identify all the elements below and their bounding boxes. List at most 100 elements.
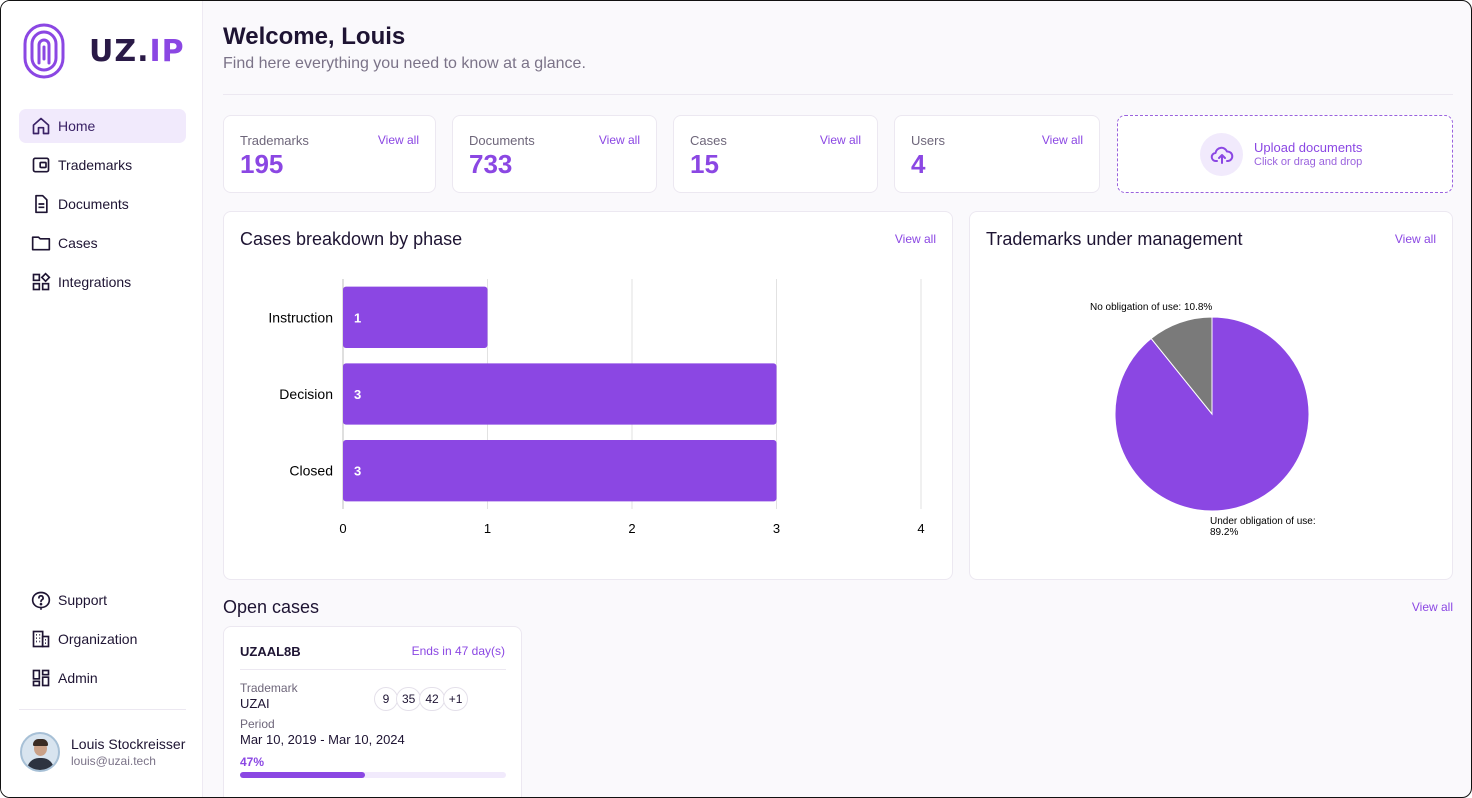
case-divider [240,669,506,670]
progress-bar-fill [240,772,366,778]
cases-bar-chart: 0 1 2 3 4 Instruction 1 Decision 3 Closed 3 [268,279,925,536]
fingerprint-logo-icon [23,23,65,79]
sidebar-divider [19,709,186,710]
class-chip: 9 [374,687,398,711]
trademarks-chart-card: Trademarks under management View all Und… [969,211,1453,580]
data-label: 3 [354,464,361,479]
upload-icon-circle [1200,133,1243,176]
case-deadline: Ends in 47 day(s) [411,644,505,658]
slice-label: Under obligation of use: [1210,516,1316,527]
trademark-icon [32,157,50,173]
user-email: louis@uzai.tech [71,754,156,768]
view-all-link[interactable]: View all [598,133,640,147]
trademark-label: Trademark [240,681,298,695]
nav-item-organization[interactable]: Organization [19,622,186,656]
upload-subtitle: Click or drag and drop [1254,156,1363,168]
category-label: Decision [279,386,333,402]
chart-title: Cases breakdown by phase [240,229,463,249]
x-tick-label: 1 [484,521,491,536]
nav-item-trademarks[interactable]: Trademarks [19,148,186,182]
progress-percent: 47% [240,755,265,769]
open-cases-title: Open cases [223,597,320,617]
integrations-icon [32,272,51,291]
nav-item-cases[interactable]: Cases [19,226,186,260]
view-all-link[interactable]: View all [894,232,936,246]
logo[interactable]: UZ.IP [23,23,185,79]
stat-label: Trademarks [240,133,309,148]
upload-title: Upload documents [1254,140,1363,155]
category-label: Instruction [268,309,333,325]
nav-item-support[interactable]: Support [19,583,186,617]
nav-item-label: Admin [58,670,98,686]
admin-icon [32,669,50,687]
slice-value-label: 89.2% [1210,527,1238,538]
class-chip: +1 [442,687,469,711]
stat-label: Cases [690,133,727,148]
cloud-upload-icon [1210,146,1233,164]
stat-label: Documents [469,133,535,148]
stat-value: 195 [240,149,284,179]
slice-label: No obligation of use: 10.8% [1090,302,1212,313]
building-icon [32,630,50,648]
sidebar: UZ.IP Home Trademarks Documents Cases In… [1,1,203,797]
chart-title: Trademarks under management [986,229,1243,249]
view-all-link[interactable]: View all [377,133,419,147]
brand-name: UZ.IP [89,33,185,69]
folder-icon [31,236,51,251]
stat-value: 15 [690,149,719,179]
help-icon [31,591,51,610]
header-divider [223,94,1453,95]
period-label: Period [240,717,275,731]
open-cases-view-all[interactable]: View all [1411,600,1453,614]
trademarks-pie-chart: Under obligation of use:89.2% No obligati… [1090,302,1316,538]
user-name: Louis Stockreisser [71,736,186,752]
category-label: Closed [289,463,333,479]
document-icon [35,194,48,214]
x-tick-label: 3 [773,521,780,536]
stat-card-users: Users 4 View all [894,115,1100,193]
bar[interactable] [343,363,777,425]
avatar [20,732,60,772]
nav-item-integrations[interactable]: Integrations [19,265,186,299]
data-label: 1 [354,310,361,325]
view-all-link[interactable]: View all [1394,232,1436,246]
view-all-link[interactable]: View all [819,133,861,147]
trademark-value: UZAI [240,696,270,711]
class-chip: 35 [396,687,422,711]
nav-item-label: Documents [58,196,129,212]
nav-item-label: Home [58,118,96,134]
stat-card-trademarks: Trademarks 195 View all [223,115,436,193]
stat-value: 4 [911,149,926,179]
class-chips: 9 35 42 +1 [374,687,469,711]
nav-item-home[interactable]: Home [19,109,186,143]
pie-slice[interactable] [1150,316,1213,416]
stat-value: 733 [469,149,513,179]
page-subtitle: Find here everything you need to know at… [223,55,586,72]
nav-item-label: Organization [58,631,138,647]
nav-item-documents[interactable]: Documents [19,187,186,221]
nav-item-label: Support [58,592,108,608]
stat-card-cases: Cases 15 View all [673,115,878,193]
case-card[interactable]: UZAAL8B Ends in 47 day(s) Trademark UZAI… [223,626,522,797]
home-icon [32,117,50,135]
cases-chart-card: Cases breakdown by phase View all 0 1 2 3 4 I… [223,211,953,580]
bar[interactable] [343,286,488,348]
data-label: 3 [354,387,361,402]
stat-label: Users [911,133,945,148]
main-nav: Home Trademarks Documents Cases Integrat… [19,109,186,304]
upload-dropzone[interactable]: Upload documents Click or drag and drop [1117,115,1453,193]
case-id: UZAAL8B [240,644,301,659]
bar[interactable] [343,440,777,502]
period-value: Mar 10, 2019 - Mar 10, 2024 [240,732,405,747]
x-tick-label: 0 [339,521,346,536]
user-profile[interactable]: Louis Stockreisser louis@uzai.tech [20,732,185,772]
stat-card-documents: Documents 733 View all [452,115,657,193]
nav-item-label: Integrations [58,274,132,290]
nav-item-label: Cases [58,235,98,251]
nav-item-label: Trademarks [58,157,133,173]
progress-bar [240,772,506,778]
page-title: Welcome, Louis [223,23,406,50]
view-all-link[interactable]: View all [1041,133,1083,147]
nav-item-admin[interactable]: Admin [19,661,186,695]
